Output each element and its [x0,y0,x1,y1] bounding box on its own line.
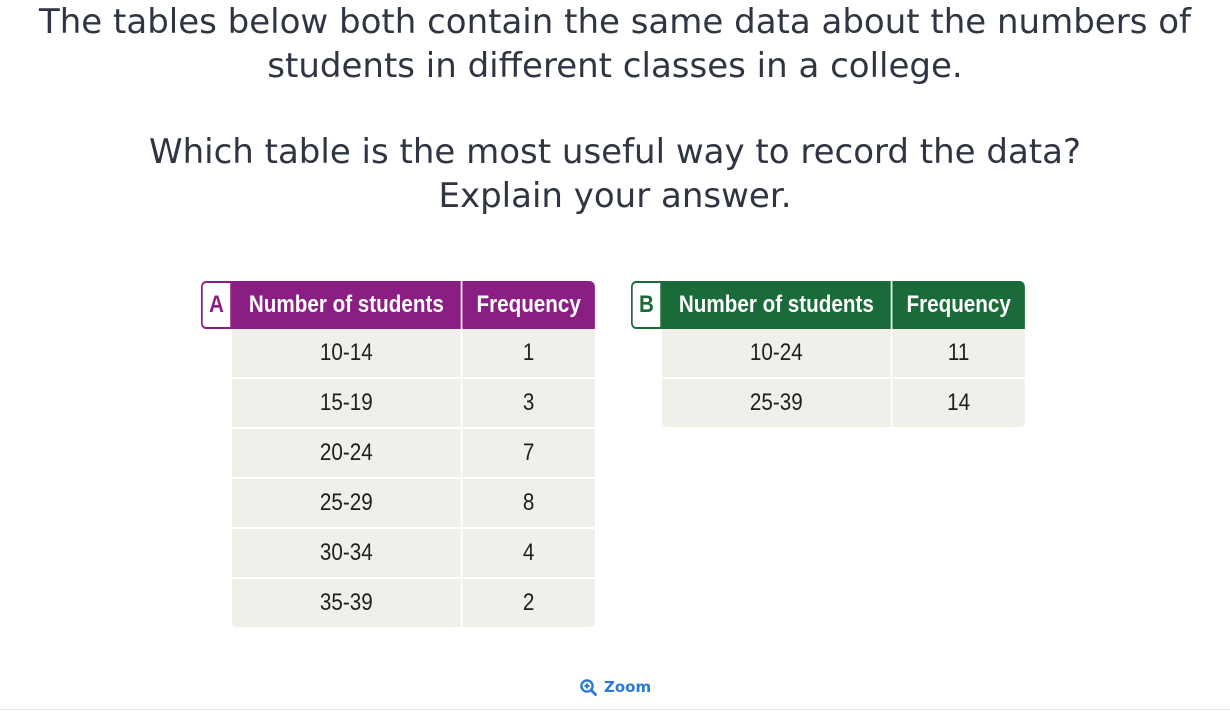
question-intro-line: students in different classes in a colle… [267,46,963,86]
table-a-cell-frequency: 8 [462,479,595,529]
table-b-letter-badge: B [631,281,662,329]
table-b-letter-cell: B [631,281,662,329]
table-b-cell-frequency: 14 [892,379,1025,429]
question-prompt-line: Which table is the most useful way to re… [148,132,1082,172]
table-a: A Number of students Frequency 10-14 1 1… [201,281,659,629]
table-a-cell-students: 10-14 [231,329,463,379]
table-a-letter-badge: A [201,281,232,329]
table-a-cell-students: 20-24 [231,429,463,479]
table-a-cell-frequency: 1 [462,329,595,379]
question-intro-line: The tables below both contain the same d… [38,2,1191,42]
table-row: 15-19 3 [201,379,595,429]
table-b-header-frequency: Frequency [892,281,1025,329]
table-a-cell-frequency: 7 [462,429,595,479]
table-b-header-row: B Number of students Frequency [631,281,1025,329]
table-row: 10-24 11 [631,329,1025,379]
table-row: 25-29 8 [201,479,595,529]
divider [0,709,1230,710]
table-a-header-number-of-students: Number of students [231,281,463,329]
zoom-label: Zoom [604,678,652,696]
table-a-cell-students: 25-29 [231,479,463,529]
question-intro: The tables below both contain the same d… [0,0,1230,88]
zoom-button[interactable]: Zoom [580,678,651,696]
table-a-cell-frequency: 2 [462,579,595,629]
question-prompt: Which table is the most useful way to re… [0,130,1230,218]
table-a-header-row: A Number of students Frequency [201,281,595,329]
table-b-cell-students: 10-24 [661,329,893,379]
table-b: B Number of students Frequency 10-24 11 … [631,281,1089,429]
table-a-cell-students: 15-19 [231,379,463,429]
table-row: 10-14 1 [201,329,595,379]
table-a-header-frequency: Frequency [462,281,595,329]
zoom-in-icon [580,678,597,696]
table-a-letter-cell: A [201,281,232,329]
table-b-grid: B Number of students Frequency 10-24 11 … [631,281,1025,429]
table-b-cell-students: 25-39 [661,379,893,429]
table-row: 20-24 7 [201,429,595,479]
table-a-cell-students: 30-34 [231,529,463,579]
table-a-grid: A Number of students Frequency 10-14 1 1… [201,281,595,629]
table-row: 35-39 2 [201,579,595,629]
table-b-cell-frequency: 11 [892,329,1025,379]
table-row: 30-34 4 [201,529,595,579]
table-b-header-number-of-students: Number of students [661,281,893,329]
question-prompt-line: Explain your answer. [438,176,792,216]
table-a-cell-frequency: 4 [462,529,595,579]
table-row: 25-39 14 [631,379,1025,429]
table-a-cell-students: 35-39 [231,579,463,629]
table-a-cell-frequency: 3 [462,379,595,429]
